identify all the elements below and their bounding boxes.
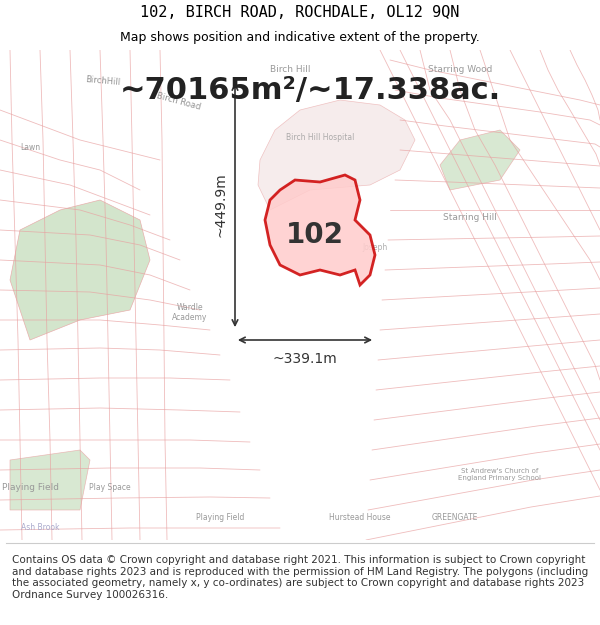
Text: Joseph: Joseph [362,243,388,252]
Text: Birch Hill: Birch Hill [270,65,310,74]
Text: ~70165m²/~17.338ac.: ~70165m²/~17.338ac. [119,76,500,105]
Polygon shape [265,175,375,285]
Text: Map shows position and indicative extent of the property.: Map shows position and indicative extent… [120,31,480,44]
Text: Birch Road: Birch Road [155,92,201,112]
Text: Playing Field: Playing Field [196,513,244,522]
Text: Hurstead House: Hurstead House [329,513,391,522]
Polygon shape [10,200,150,340]
Polygon shape [440,130,520,190]
Text: St Andrew's Church of
England Primary School: St Andrew's Church of England Primary Sc… [458,468,542,481]
Polygon shape [10,450,90,510]
Text: Wardle
Academy: Wardle Academy [172,302,208,322]
Text: Play Space: Play Space [89,483,131,492]
Text: Playing Field: Playing Field [1,483,59,492]
Text: Birch Hill Hospital: Birch Hill Hospital [286,133,354,142]
Text: Contains OS data © Crown copyright and database right 2021. This information is : Contains OS data © Crown copyright and d… [12,555,588,600]
Text: GREENGATE: GREENGATE [432,513,478,522]
Polygon shape [258,100,415,210]
Text: ~449.9m: ~449.9m [213,173,227,238]
Text: 102, BIRCH ROAD, ROCHDALE, OL12 9QN: 102, BIRCH ROAD, ROCHDALE, OL12 9QN [140,5,460,20]
Text: ~339.1m: ~339.1m [272,352,337,366]
Text: Ash Brook: Ash Brook [21,523,59,532]
Text: Lawn: Lawn [20,143,40,152]
Text: BirchHill: BirchHill [85,75,121,87]
Text: Starring Wood: Starring Wood [428,65,492,74]
Text: 102: 102 [286,221,344,249]
Text: Starring Hill: Starring Hill [443,213,497,222]
